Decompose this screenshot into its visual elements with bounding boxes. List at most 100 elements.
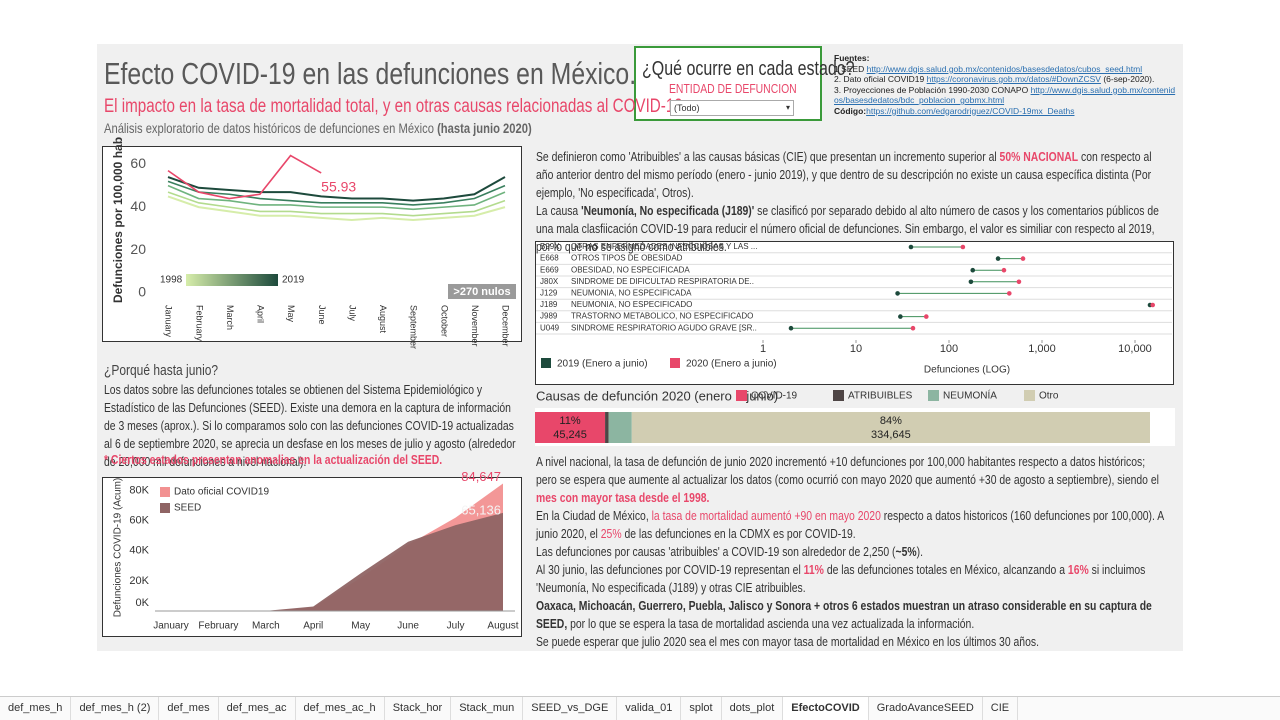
x-tick-label: January	[153, 621, 189, 632]
text-run: Al 30 junio, las defunciones por COVID-1…	[536, 562, 804, 577]
sheet-tab[interactable]: def_mes_ac_h	[296, 697, 385, 720]
data-label: 45,245	[553, 429, 587, 441]
series-line	[167, 176, 506, 202]
text-run: 50% NACIONAL	[999, 149, 1079, 164]
x-tick-label: February	[198, 621, 238, 632]
data-label: 84,647	[461, 469, 501, 484]
row-code: B99X	[540, 242, 560, 251]
legend-label: SEED	[174, 503, 201, 514]
legend-swatch	[541, 358, 551, 368]
legend-label: 2020 (Enero a junio)	[686, 359, 777, 370]
x-tick-label: 10	[850, 343, 862, 355]
text-run: La causa	[536, 203, 582, 218]
sheet-tab[interactable]: CIE	[983, 697, 1019, 720]
sources-title: Fuentes:	[834, 53, 870, 63]
series-line	[167, 154, 322, 200]
text-run: por lo que se espera la tasa de mortalid…	[567, 616, 975, 631]
text-run: 11%	[803, 562, 824, 577]
row-code: J189	[540, 300, 558, 309]
x-tick-label: January	[164, 305, 174, 338]
sheet-tab[interactable]: def_mes_ac	[219, 697, 296, 720]
legend-swatch	[833, 390, 844, 401]
paragraph: Al 30 junio, las defunciones por COVID-1…	[536, 561, 1168, 597]
row-label: NEUMONIA, NO ESPECIFICADA	[571, 289, 692, 298]
title: Efecto COVID-19 en las defunciones en Mé…	[104, 56, 637, 91]
text-run: Las defunciones por causas 'atribuibles'…	[536, 544, 896, 559]
row-code: E669	[540, 265, 559, 274]
text-run: si incluimos 'Neumonía, No especificada …	[536, 562, 1146, 595]
x-tick-label: March	[225, 305, 235, 330]
sheet-tab[interactable]: GradoAvanceSEED	[869, 697, 983, 720]
source-item: Código:https://github.com/edgarodriguez/…	[834, 106, 1179, 117]
text-run: con respecto al año anterior dentro del …	[536, 149, 1152, 200]
dot	[960, 244, 966, 250]
x-tick-label: April	[303, 621, 323, 632]
sheet-tab[interactable]: EfectoCOVID	[783, 697, 869, 720]
sheet-tab[interactable]: Stack_hor	[385, 697, 452, 720]
text-run: la tasa de mortalidad aumentó +90 en may…	[651, 508, 881, 523]
legend-label: Dato oficial COVID19	[174, 487, 269, 498]
sheet-tabs: def_mes_h def_mes_h (2) def_mes def_mes_ac d…	[0, 696, 1280, 720]
x-tick-label: 1,000	[1028, 343, 1056, 355]
sheet-tab[interactable]: splot	[681, 697, 722, 720]
x-tick-label: May	[286, 305, 296, 323]
summary: A nivel nacional, la tasa de defunción d…	[536, 453, 1168, 651]
source-item: 2. Dato oficial COVID19 https://coronavi…	[834, 74, 1179, 85]
text-run: Código:	[834, 105, 867, 116]
row-label: NEUMONIA, NO ESPECIFICADO	[571, 300, 692, 309]
paragraph: Se puede esperar que julio 2020 sea el m…	[536, 633, 1168, 651]
sheet-tab[interactable]: def_mes	[159, 697, 219, 720]
y-tick-label: 0K	[136, 597, 150, 609]
filter-question: ¿Qué ocurre en cada estado?	[642, 58, 855, 80]
data-label: 334,645	[871, 429, 911, 441]
y-tick-label: 60	[130, 155, 146, 171]
dot	[895, 291, 900, 296]
y-tick-label: 40K	[129, 545, 149, 557]
x-tick-label: February	[194, 305, 204, 342]
link[interactable]: https://github.com/edgarodriguez/COVID-1…	[866, 105, 1075, 116]
text-run: se asignó como atribuibles.	[597, 239, 727, 254]
share-label: 84%	[880, 415, 902, 427]
link[interactable]: http://www.dgis.salud.gob.mx/contenidos/…	[866, 63, 1143, 74]
sheet-tab[interactable]: dots_plot	[722, 697, 784, 720]
x-tick-label: 100	[940, 343, 958, 355]
legend-label: NEUMONÍA	[943, 389, 997, 402]
x-tick-label: December	[501, 305, 511, 347]
row-label: SINDROME RESPIRATORIO AGUDO GRAVE [SR..	[571, 323, 757, 332]
row-label: OTRAS ENFERMEDADES INFECCIOSAS Y LAS ...	[571, 242, 757, 251]
row-code: U049	[540, 323, 560, 332]
data-label: 65,136	[461, 502, 501, 517]
sheet-tab[interactable]: def_mes_h	[0, 697, 72, 720]
dot	[1001, 267, 1007, 273]
sheet-tab[interactable]: def_mes_h (2)	[71, 697, 160, 720]
x-axis-title: Defunciones (LOG)	[924, 365, 1010, 376]
dot-chart-frame	[535, 241, 1174, 385]
paragraph: Las defunciones por causas 'atribuibles'…	[536, 543, 1168, 561]
sheet-tab[interactable]: SEED_vs_DGE	[523, 697, 618, 720]
paragraph: Se definieron como 'Atribuibles' a las c…	[536, 148, 1168, 202]
series-line	[167, 184, 506, 211]
bar-segment	[608, 412, 632, 443]
bar-segment	[631, 412, 1150, 443]
legend-swatch	[160, 503, 170, 513]
y-axis-title: Defunciones COVID-19 (Acum)	[113, 478, 124, 618]
legend-label: 2019	[282, 275, 305, 286]
dot	[910, 325, 916, 331]
annotation: >270 nulos	[453, 286, 510, 298]
link[interactable]: https://coronavirus.gob.mx/datos/#DownZC…	[926, 74, 1101, 84]
text-run: se clasificó por separado debido al alto…	[536, 203, 1159, 254]
text-run: (6-sep-2020).	[1100, 74, 1155, 84]
text-run: ~5%	[895, 544, 917, 559]
link[interactable]: http://www.dgis.salud.gob.mx/contenidos/…	[834, 84, 1176, 106]
legend-label: Otro	[1039, 391, 1059, 402]
x-tick-label: August	[487, 621, 518, 632]
why-body: Los datos sobre las defunciones totales …	[104, 382, 516, 469]
filter-dropdown[interactable]: (Todo) ▾	[670, 100, 794, 116]
text-run: Se puede esperar que julio 2020 sea el m…	[536, 634, 1039, 649]
sheet-tab[interactable]: valida_01	[617, 697, 682, 720]
x-tick-label: September	[409, 305, 419, 349]
sheet-tab[interactable]: Stack_mun	[451, 697, 524, 720]
dot	[923, 314, 929, 319]
series-line	[167, 191, 506, 217]
